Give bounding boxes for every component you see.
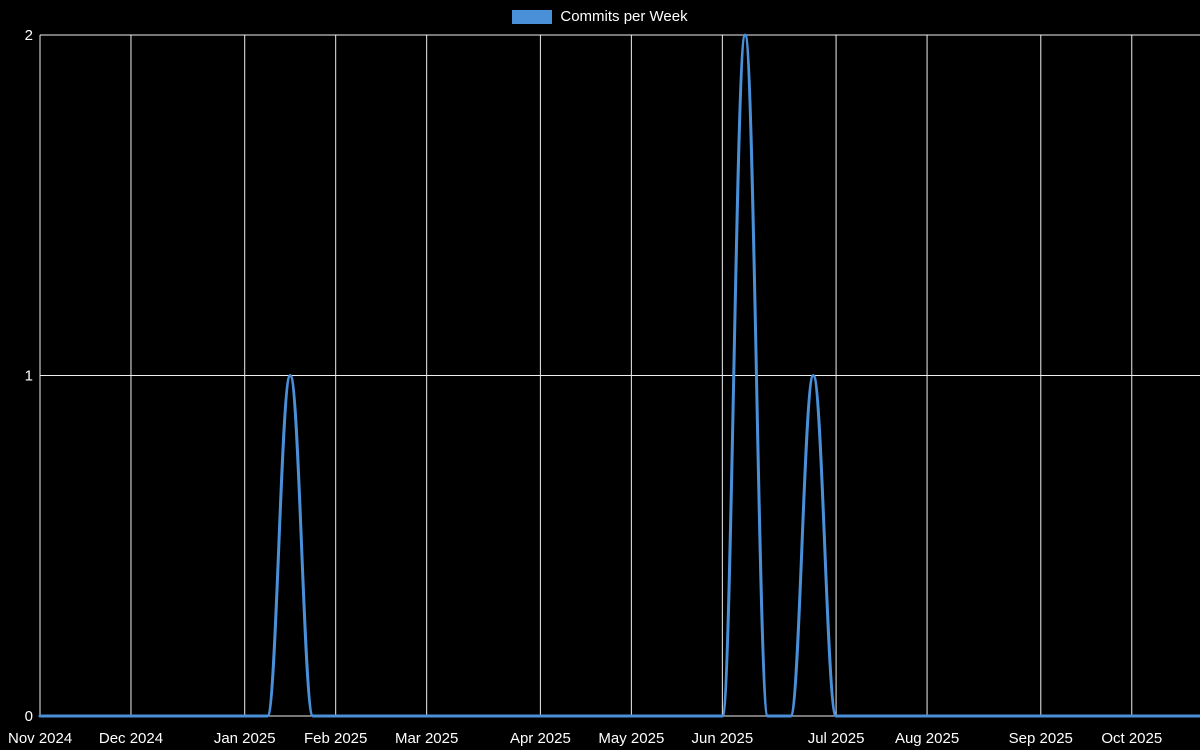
y-tick-label: 0 <box>25 708 33 725</box>
commits-line <box>38 33 1200 718</box>
horizontal-gridlines <box>40 34 1200 717</box>
x-tick-label: Dec 2024 <box>99 730 163 747</box>
x-tick-label: Sep 2025 <box>1009 730 1073 747</box>
x-axis-labels: Nov 2024 Dec 2024 Jan 2025 Feb 2025 Mar 2025… <box>8 730 1162 747</box>
y-tick-label: 1 <box>25 368 33 385</box>
x-tick-label: May 2025 <box>598 730 664 747</box>
x-tick-label: Oct 2025 <box>1101 730 1162 747</box>
x-tick-label: Jan 2025 <box>214 730 276 747</box>
legend[interactable]: Commits per Week <box>0 8 1200 26</box>
x-tick-label: Mar 2025 <box>395 730 458 747</box>
legend-swatch[interactable] <box>512 10 553 24</box>
x-tick-label: Feb 2025 <box>304 730 367 747</box>
x-tick-label: Jun 2025 <box>691 730 753 747</box>
x-tick-label: Nov 2024 <box>8 730 72 747</box>
vertical-gridlines <box>39 35 1133 716</box>
y-axis-labels: 0 1 2 <box>25 27 33 725</box>
x-tick-label: Apr 2025 <box>510 730 571 747</box>
legend-label[interactable]: Commits per Week <box>560 8 688 25</box>
x-tick-label: Aug 2025 <box>895 730 959 747</box>
y-tick-label: 2 <box>25 27 33 44</box>
x-tick-label: Jul 2025 <box>808 730 865 747</box>
